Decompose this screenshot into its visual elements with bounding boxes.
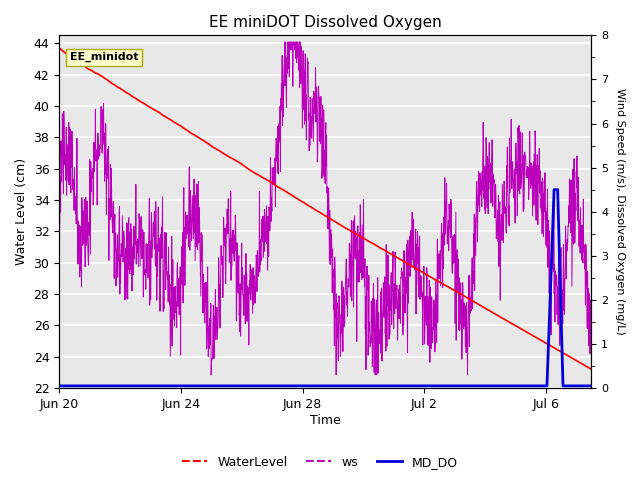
X-axis label: Time: Time (310, 414, 340, 427)
Text: EE_minidot: EE_minidot (70, 52, 138, 62)
Title: EE miniDOT Dissolved Oxygen: EE miniDOT Dissolved Oxygen (209, 15, 442, 30)
Legend: WaterLevel, ws, MD_DO: WaterLevel, ws, MD_DO (177, 451, 463, 474)
Y-axis label: Water Level (cm): Water Level (cm) (15, 158, 28, 265)
Y-axis label: Wind Speed (m/s), Dissolved Oxygen (mg/L): Wind Speed (m/s), Dissolved Oxygen (mg/L… (615, 88, 625, 335)
